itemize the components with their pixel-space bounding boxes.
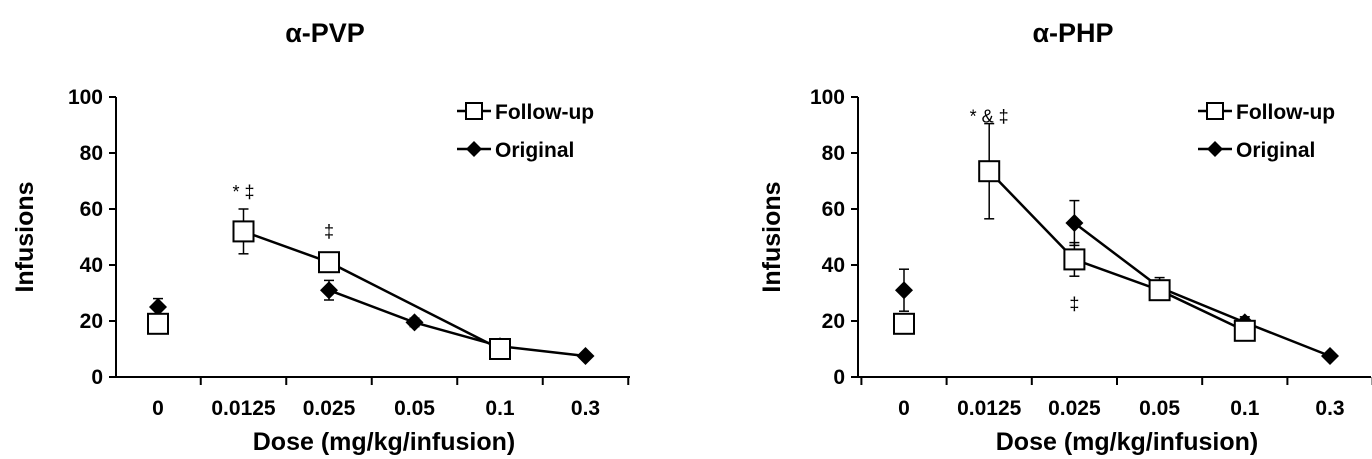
legend-marker-follow-up xyxy=(465,102,483,120)
legend-label-original: Original xyxy=(495,139,574,162)
data-point xyxy=(147,312,169,335)
series-line xyxy=(1073,222,1331,358)
significance-annotation: * ‡ xyxy=(232,182,254,202)
significance-annotation: * & ‡ xyxy=(970,107,1009,127)
chart-title: α-PHP xyxy=(1032,18,1113,48)
chart-title: α-PVP xyxy=(285,18,365,48)
data-point xyxy=(1233,319,1256,342)
x-tick-label: 0.3 xyxy=(1315,397,1344,420)
legend-label-original: Original xyxy=(1236,139,1315,162)
x-tick-label: 0.025 xyxy=(1048,397,1101,420)
series-follow-up xyxy=(147,208,511,360)
legend-marker-original xyxy=(1207,141,1223,157)
data-point xyxy=(1063,248,1086,271)
x-tick-label: 0.1 xyxy=(1230,397,1260,420)
legend-label-follow-up: Follow-up xyxy=(1236,101,1335,124)
legend: Follow-up Original xyxy=(1198,101,1335,162)
series-line xyxy=(243,230,501,351)
data-point xyxy=(489,338,511,360)
x-tick-label: 0.0125 xyxy=(211,397,276,420)
data-point xyxy=(1065,214,1084,232)
y-tick-label: 40 xyxy=(822,254,845,277)
chart-panel-2: α-PHP Infusions 0 20 40 60 80 100 0 0.0125 0.025 0.… xyxy=(758,18,1372,456)
y-tick-label: 60 xyxy=(80,198,103,221)
data-point xyxy=(320,281,338,300)
series-original xyxy=(149,279,595,365)
y-tick-label: 40 xyxy=(80,254,103,277)
y-tick-label: 60 xyxy=(822,198,845,221)
legend: Follow-up Original xyxy=(457,101,594,162)
x-tick-label: 0.3 xyxy=(571,397,600,420)
y-axis-label: Infusions xyxy=(758,181,786,292)
x-tick-label: 0.025 xyxy=(303,397,356,420)
series-follow-up xyxy=(893,122,1256,342)
data-point xyxy=(318,251,340,274)
data-point xyxy=(149,298,167,316)
y-tick-label: 80 xyxy=(80,142,103,165)
data-point xyxy=(232,220,255,243)
legend-marker-follow-up xyxy=(1206,102,1224,120)
x-tick-label: 0.1 xyxy=(485,397,515,420)
legend-label-follow-up: Follow-up xyxy=(495,101,594,124)
x-tick-label: 0 xyxy=(152,397,164,420)
series-line xyxy=(988,170,1246,332)
data-point xyxy=(893,312,915,335)
y-tick-label: 100 xyxy=(810,86,845,109)
x-tick-label: 0.05 xyxy=(394,397,435,420)
x-tick-label: 0.05 xyxy=(1139,397,1180,420)
y-tick-label: 0 xyxy=(91,366,103,389)
significance-annotation: ‡ xyxy=(1069,294,1079,314)
x-tick-label: 0.0125 xyxy=(957,397,1022,420)
data-point xyxy=(1148,279,1171,302)
y-tick-label: 100 xyxy=(68,86,103,109)
x-tick-label: 0 xyxy=(898,397,910,420)
y-tick-label: 80 xyxy=(822,142,845,165)
y-axis-label: Infusions xyxy=(11,181,39,292)
series-line xyxy=(328,289,586,358)
data-point xyxy=(576,347,595,365)
series-original xyxy=(895,199,1339,365)
x-axis-label: Dose (mg/kg/infusion) xyxy=(253,428,516,456)
chart-panel-1: α-PVP Infusions 0 20 40 60 80 100 0 0.0125 0.025 0.… xyxy=(11,18,630,456)
y-tick-label: 0 xyxy=(833,366,845,389)
x-axis-label: Dose (mg/kg/infusion) xyxy=(996,428,1259,456)
y-tick-label: 20 xyxy=(80,310,103,333)
data-point xyxy=(1321,347,1339,365)
significance-annotation: ‡ xyxy=(324,221,334,241)
data-point xyxy=(978,160,1001,183)
y-tick-label: 20 xyxy=(822,310,845,333)
data-point xyxy=(895,281,913,300)
legend-marker-original xyxy=(466,141,482,157)
data-point xyxy=(405,313,424,332)
